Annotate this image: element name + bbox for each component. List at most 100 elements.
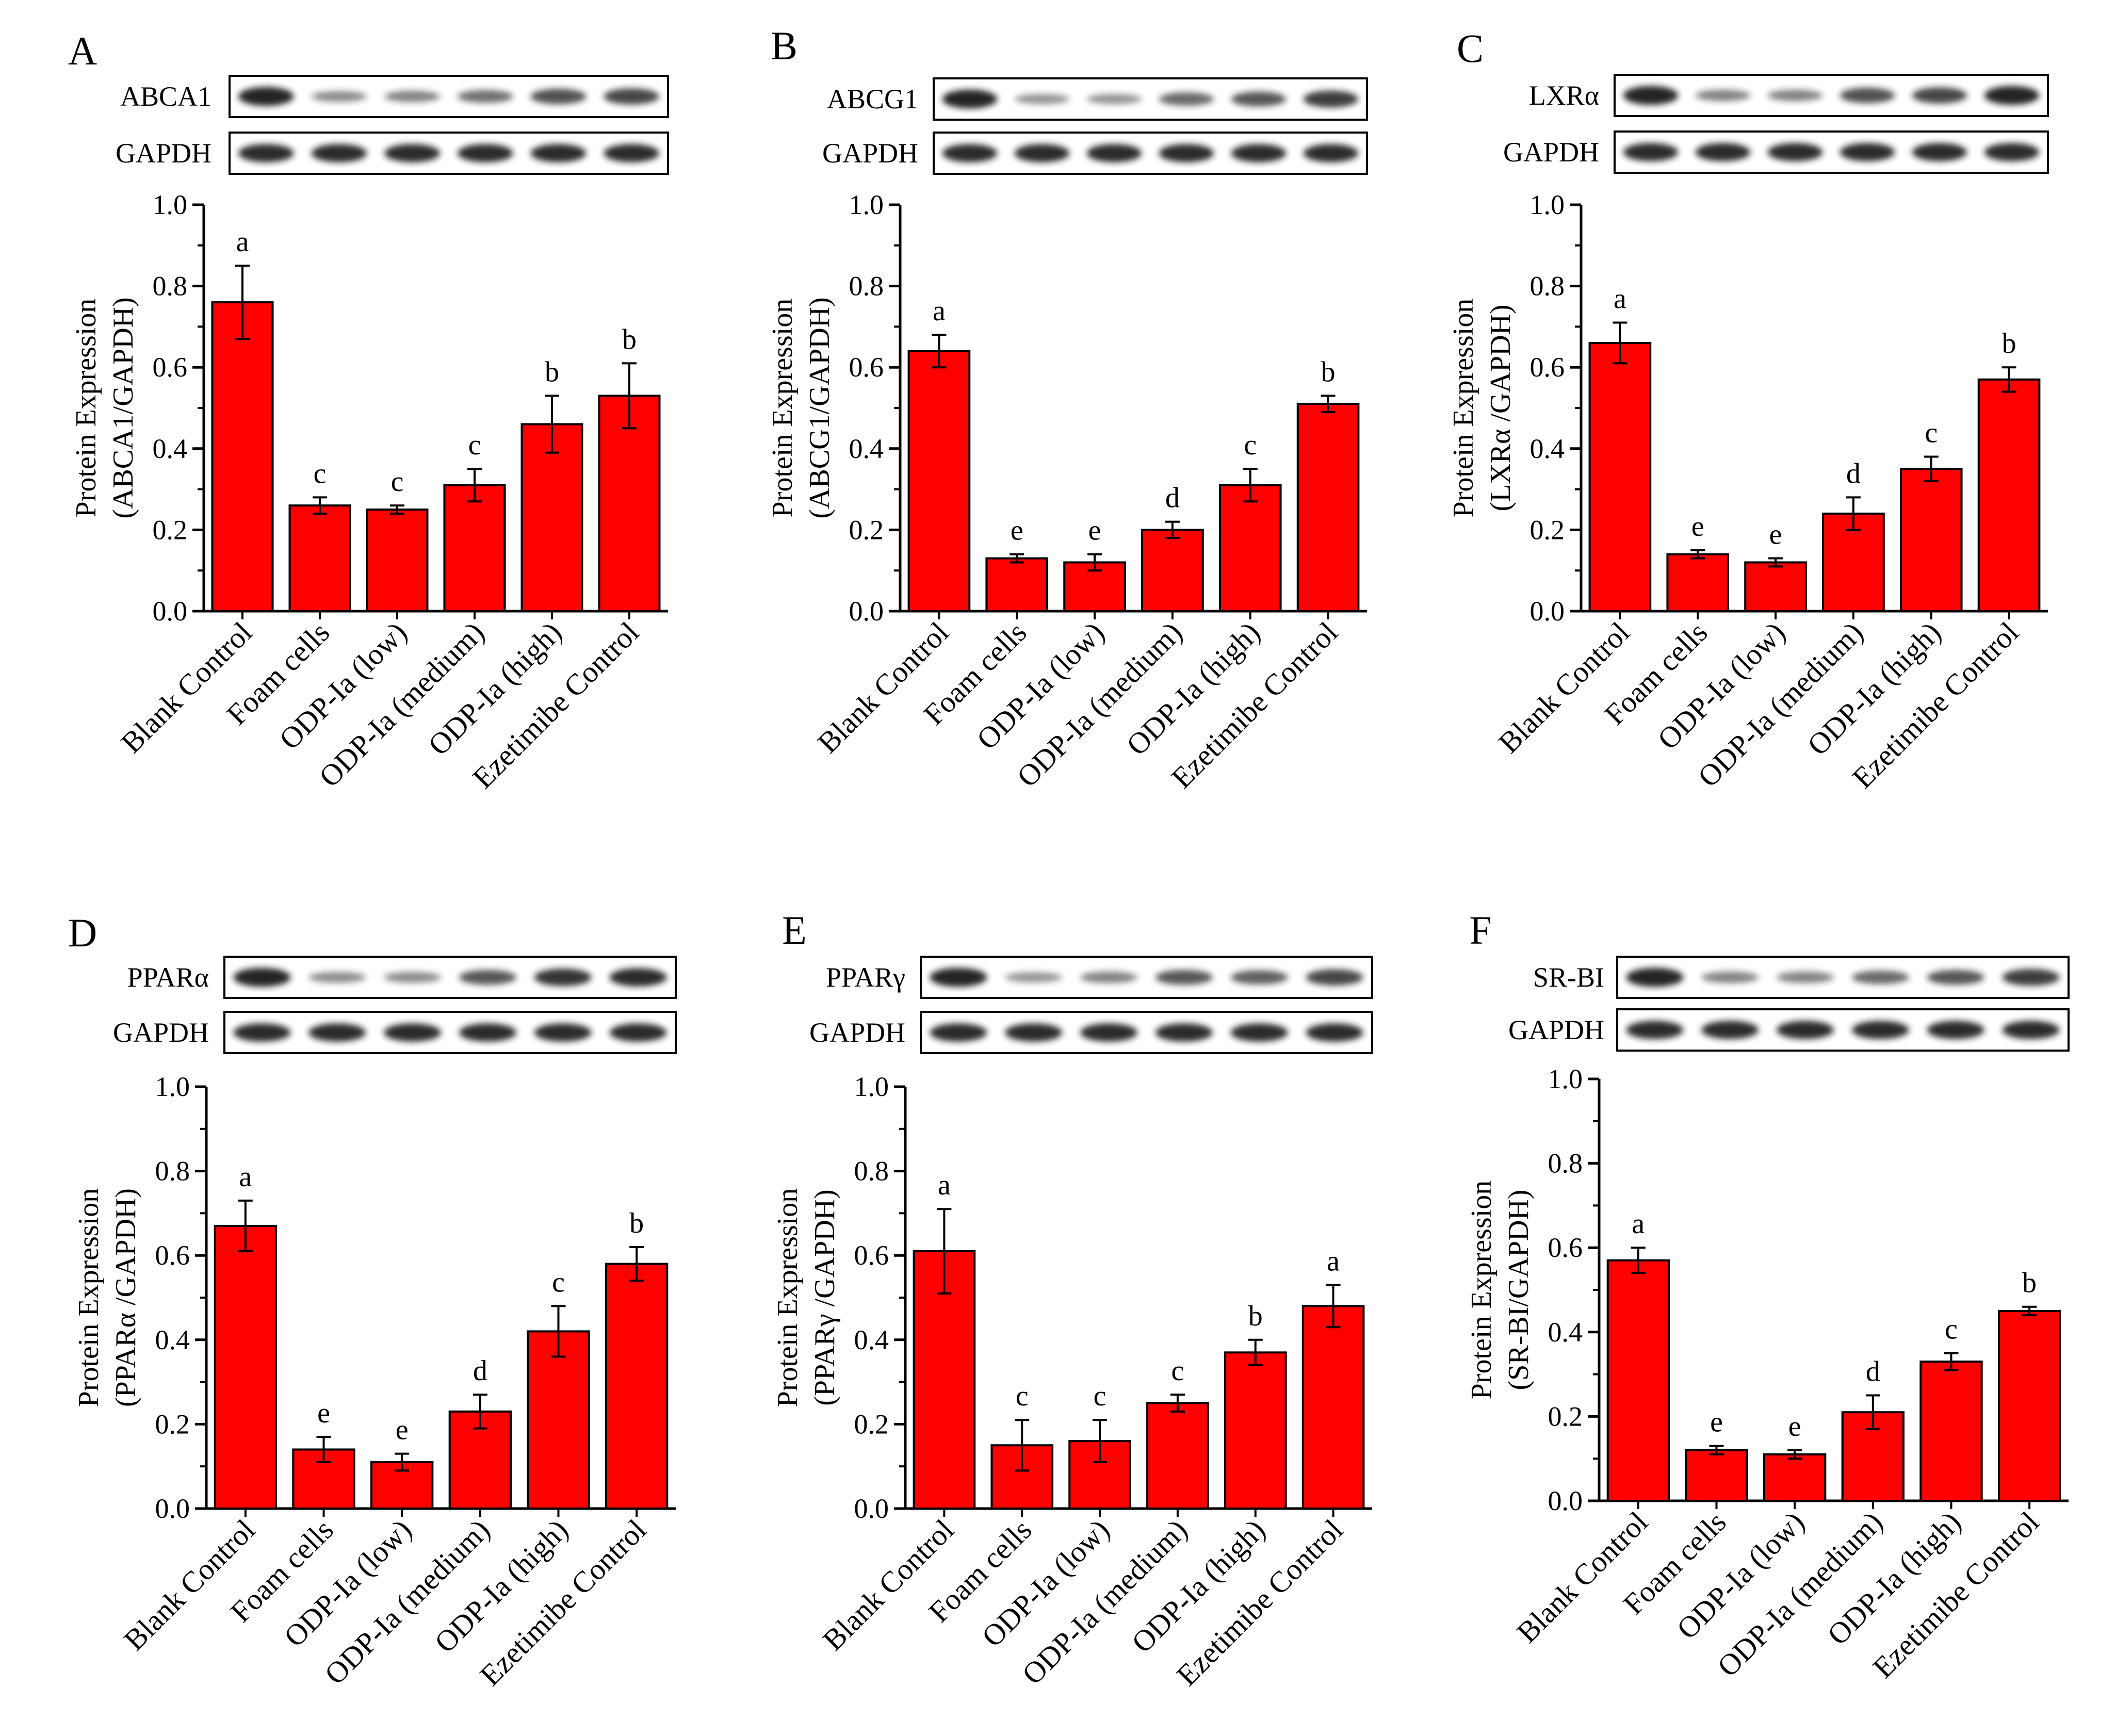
significance-letter: b bbox=[1321, 356, 1336, 388]
panel-a: A ABCA1 GAPDH 0.0 0.2 0.4 0.6 0.8 1.0 Protein Exp… bbox=[68, 28, 669, 795]
blot-band bbox=[2002, 1021, 2060, 1039]
blot-band bbox=[1777, 1021, 1834, 1039]
x-tick-label: Blank Control bbox=[816, 1513, 961, 1657]
x-tick-label: ODP-Ia (high) bbox=[1120, 615, 1266, 762]
blot-frame bbox=[223, 956, 677, 999]
blot-band bbox=[534, 1023, 592, 1042]
blot-frame bbox=[1614, 130, 2049, 174]
bar bbox=[211, 301, 274, 612]
bar bbox=[1998, 1309, 2061, 1502]
blot-band bbox=[1230, 1023, 1288, 1042]
blot-label: PPARγ bbox=[826, 962, 905, 993]
y-tick-label: 0.8 bbox=[849, 271, 884, 302]
x-tick-label: Blank Control bbox=[115, 615, 259, 760]
y-axis-label-line2: (PPARγ /GAPDH) bbox=[809, 1189, 841, 1405]
significance-letter: c bbox=[1094, 1380, 1106, 1412]
blot-band bbox=[942, 89, 998, 109]
panel-letter: B bbox=[771, 23, 797, 68]
blot-band bbox=[1159, 92, 1214, 106]
panel-e: E PPARγ GAPDH 0.0 0.2 0.4 0.6 0.8 1.0 Protein Exp… bbox=[772, 908, 1373, 1692]
blot-gapdh-strip: GAPDH bbox=[822, 132, 1368, 175]
blot-frame bbox=[1616, 1008, 2070, 1052]
blot-band bbox=[384, 144, 441, 162]
blot-target-strip: PPARγ bbox=[826, 956, 1373, 999]
blot-band bbox=[233, 1023, 291, 1042]
bar bbox=[366, 509, 429, 612]
blot-band bbox=[308, 1023, 366, 1042]
blot-band bbox=[311, 144, 367, 162]
blot-band bbox=[942, 144, 998, 162]
bar bbox=[1218, 484, 1282, 612]
y-axis-label: Protein Expression (SR-BI/GAPDH) bbox=[1466, 1181, 1535, 1400]
significance-letter: b bbox=[629, 1207, 644, 1239]
blot-label: PPARα bbox=[127, 962, 209, 993]
y-axis-label: Protein Expression (ABCG1/GAPDH) bbox=[767, 297, 836, 518]
blot-band bbox=[1912, 143, 1967, 161]
significance-letter: c bbox=[391, 466, 404, 498]
blot-band bbox=[1014, 94, 1070, 104]
significance-letter: d bbox=[473, 1355, 487, 1387]
blot-band bbox=[930, 1023, 987, 1042]
blot-band bbox=[459, 970, 516, 985]
significance-letter: a bbox=[239, 1161, 252, 1193]
significance-letter: a bbox=[236, 226, 249, 258]
blot-frame bbox=[223, 1011, 677, 1054]
y-tick-label: 0.6 bbox=[1530, 352, 1565, 383]
y-tick-label: 1.0 bbox=[155, 1071, 190, 1102]
y-tick-label: 0.4 bbox=[153, 433, 188, 464]
bar bbox=[443, 484, 506, 612]
blot-band bbox=[233, 968, 291, 987]
blot-band bbox=[1912, 87, 1967, 104]
blot-band bbox=[1086, 144, 1142, 162]
blot-gapdh-strip: GAPDH bbox=[113, 1011, 677, 1054]
significance-letter: c bbox=[468, 429, 481, 461]
blot-band bbox=[311, 91, 367, 102]
y-tick-label: 0.4 bbox=[1530, 433, 1565, 464]
y-tick-label: 0.2 bbox=[155, 1409, 190, 1439]
blot-label: SR-BI bbox=[1533, 962, 1604, 993]
y-tick-label: 0.0 bbox=[1548, 1485, 1583, 1516]
significance-letter: b bbox=[2022, 1267, 2037, 1299]
y-tick-label: 0.6 bbox=[854, 1240, 889, 1271]
blot-band bbox=[1626, 968, 1684, 987]
blot-band bbox=[458, 90, 513, 103]
blot-frame bbox=[1616, 956, 2070, 999]
y-tick-label: 0.6 bbox=[153, 352, 188, 383]
blot-target-strip: PPARα bbox=[127, 956, 677, 999]
y-axis-label: Protein Expression (ABCA1/GAPDH) bbox=[70, 297, 139, 518]
blot-band bbox=[534, 968, 592, 987]
blot-band bbox=[1155, 1023, 1213, 1042]
panel-f: F SR-BI GAPDH 0.0 0.2 0.4 0.6 0.8 1.0 Protein Exp… bbox=[1466, 908, 2070, 1684]
blot-label: LXRα bbox=[1529, 80, 1599, 111]
bar bbox=[1763, 1453, 1827, 1502]
blot-band bbox=[1086, 94, 1142, 104]
blot-gapdh-strip: GAPDH bbox=[116, 132, 669, 175]
blot-label: GAPDH bbox=[1503, 137, 1599, 168]
blot-label: GAPDH bbox=[113, 1017, 209, 1048]
blot-band bbox=[1303, 90, 1359, 108]
blot-label: GAPDH bbox=[116, 138, 211, 169]
bar bbox=[1606, 1259, 1670, 1502]
blot-band bbox=[384, 972, 441, 983]
y-tick-label: 1.0 bbox=[854, 1071, 889, 1102]
x-tick-label: ODP-Ia (high) bbox=[421, 615, 568, 762]
y-tick-label: 0.0 bbox=[1530, 596, 1565, 627]
blot-label: GAPDH bbox=[1508, 1014, 1604, 1045]
blot-band bbox=[1231, 91, 1287, 107]
blot-band bbox=[1852, 970, 1909, 985]
blot-band bbox=[1303, 144, 1359, 162]
y-tick-label: 0.8 bbox=[153, 271, 188, 302]
significance-letter: a bbox=[1632, 1208, 1645, 1240]
y-tick-label: 0.0 bbox=[854, 1493, 889, 1524]
significance-letter: d bbox=[1866, 1356, 1880, 1388]
y-tick-label: 0.2 bbox=[1530, 514, 1565, 545]
significance-letter: b bbox=[622, 323, 637, 355]
blot-band bbox=[1927, 1021, 1984, 1039]
significance-letter: e bbox=[1088, 515, 1101, 547]
blot-band bbox=[238, 87, 294, 106]
significance-letter: a bbox=[1327, 1245, 1340, 1277]
bar bbox=[214, 1224, 277, 1510]
bar bbox=[985, 557, 1049, 613]
